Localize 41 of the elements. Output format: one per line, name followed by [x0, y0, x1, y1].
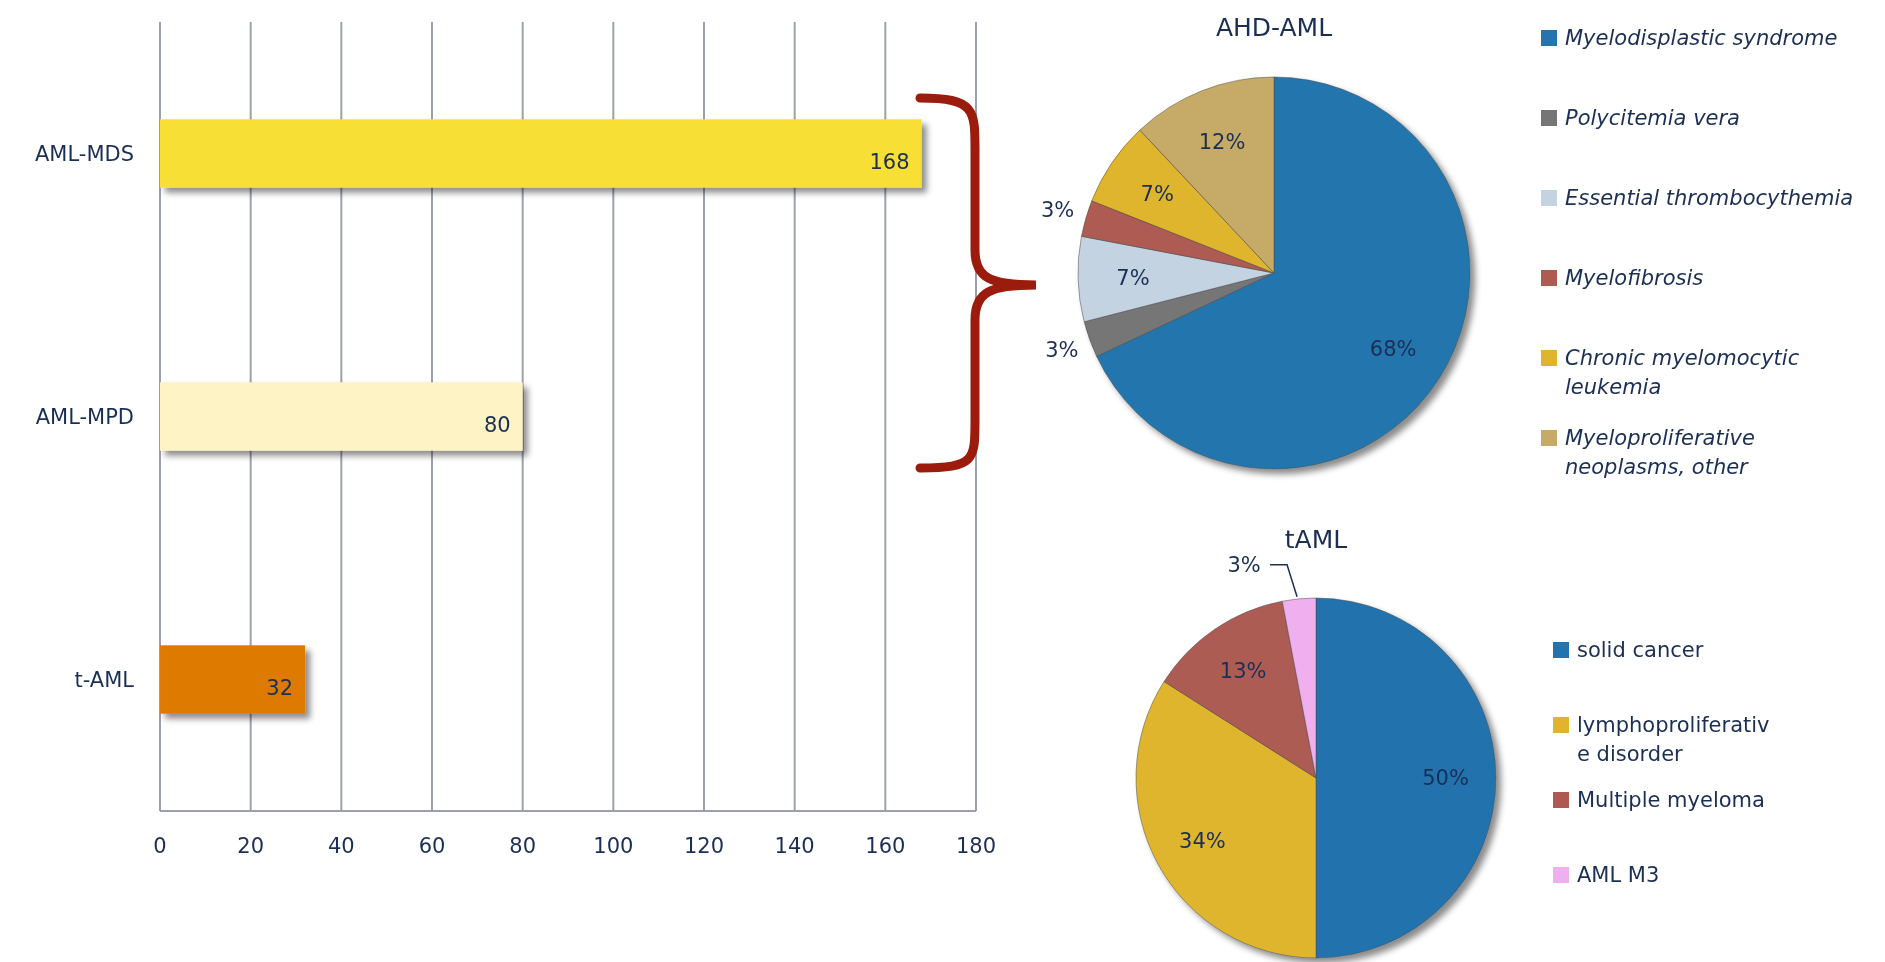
legend-label: Multiple myeloma — [1577, 788, 1765, 813]
legend-label: Myelodisplastic syndrome — [1565, 26, 1838, 51]
x-tick-label: 160 — [865, 834, 906, 858]
legend-label: Essential thrombocythemia — [1565, 186, 1854, 211]
data-label: 50% — [1422, 766, 1469, 791]
legend-label: Myelofibrosis — [1565, 266, 1704, 291]
x-tick-label: 140 — [774, 834, 815, 858]
x-tick-label: 100 — [593, 834, 634, 858]
data-label: 3% — [1045, 337, 1079, 362]
chart-title: tAML — [1284, 525, 1348, 554]
y-tick-label: AML-MPD — [35, 404, 134, 429]
legend-label: Chronic myelomocytic leukemia — [1565, 346, 1800, 399]
data-label: 32 — [266, 675, 294, 700]
x-tick-label: 40 — [327, 834, 355, 858]
data-label: 12% — [1198, 130, 1246, 155]
x-tick-label: 20 — [237, 834, 265, 858]
legend-label: Polycitemia vera — [1565, 106, 1740, 131]
data-label: 68% — [1369, 336, 1417, 361]
data-label: 13% — [1219, 659, 1267, 684]
y-tick-label: AML-MDS — [34, 141, 134, 166]
bar — [160, 645, 306, 714]
legend-label: solid cancer — [1577, 638, 1704, 663]
data-label: 3% — [1227, 553, 1261, 578]
chart-title: AHD-AML — [1215, 13, 1333, 42]
bar — [160, 119, 922, 188]
x-tick-label: 0 — [153, 834, 167, 858]
data-label: 34% — [1179, 828, 1226, 853]
x-tick-label: 80 — [509, 834, 537, 858]
data-label: 7% — [1140, 182, 1174, 207]
legend-label: Myeloproliferative neoplasms, other — [1565, 426, 1755, 479]
x-tick-label: 120 — [683, 834, 725, 858]
legend-label: AML M3 — [1577, 863, 1660, 888]
data-label: 3% — [1040, 198, 1075, 223]
data-label: 7% — [1116, 265, 1150, 290]
y-tick-label: t-AML — [74, 667, 135, 692]
bar — [160, 382, 523, 451]
x-tick-label: 180 — [955, 834, 997, 858]
data-label: 80 — [483, 412, 511, 437]
legend-label: lymphoproliferative disorder — [1577, 713, 1770, 766]
x-tick-label: 60 — [418, 834, 446, 858]
data-label: 168 — [869, 149, 910, 174]
